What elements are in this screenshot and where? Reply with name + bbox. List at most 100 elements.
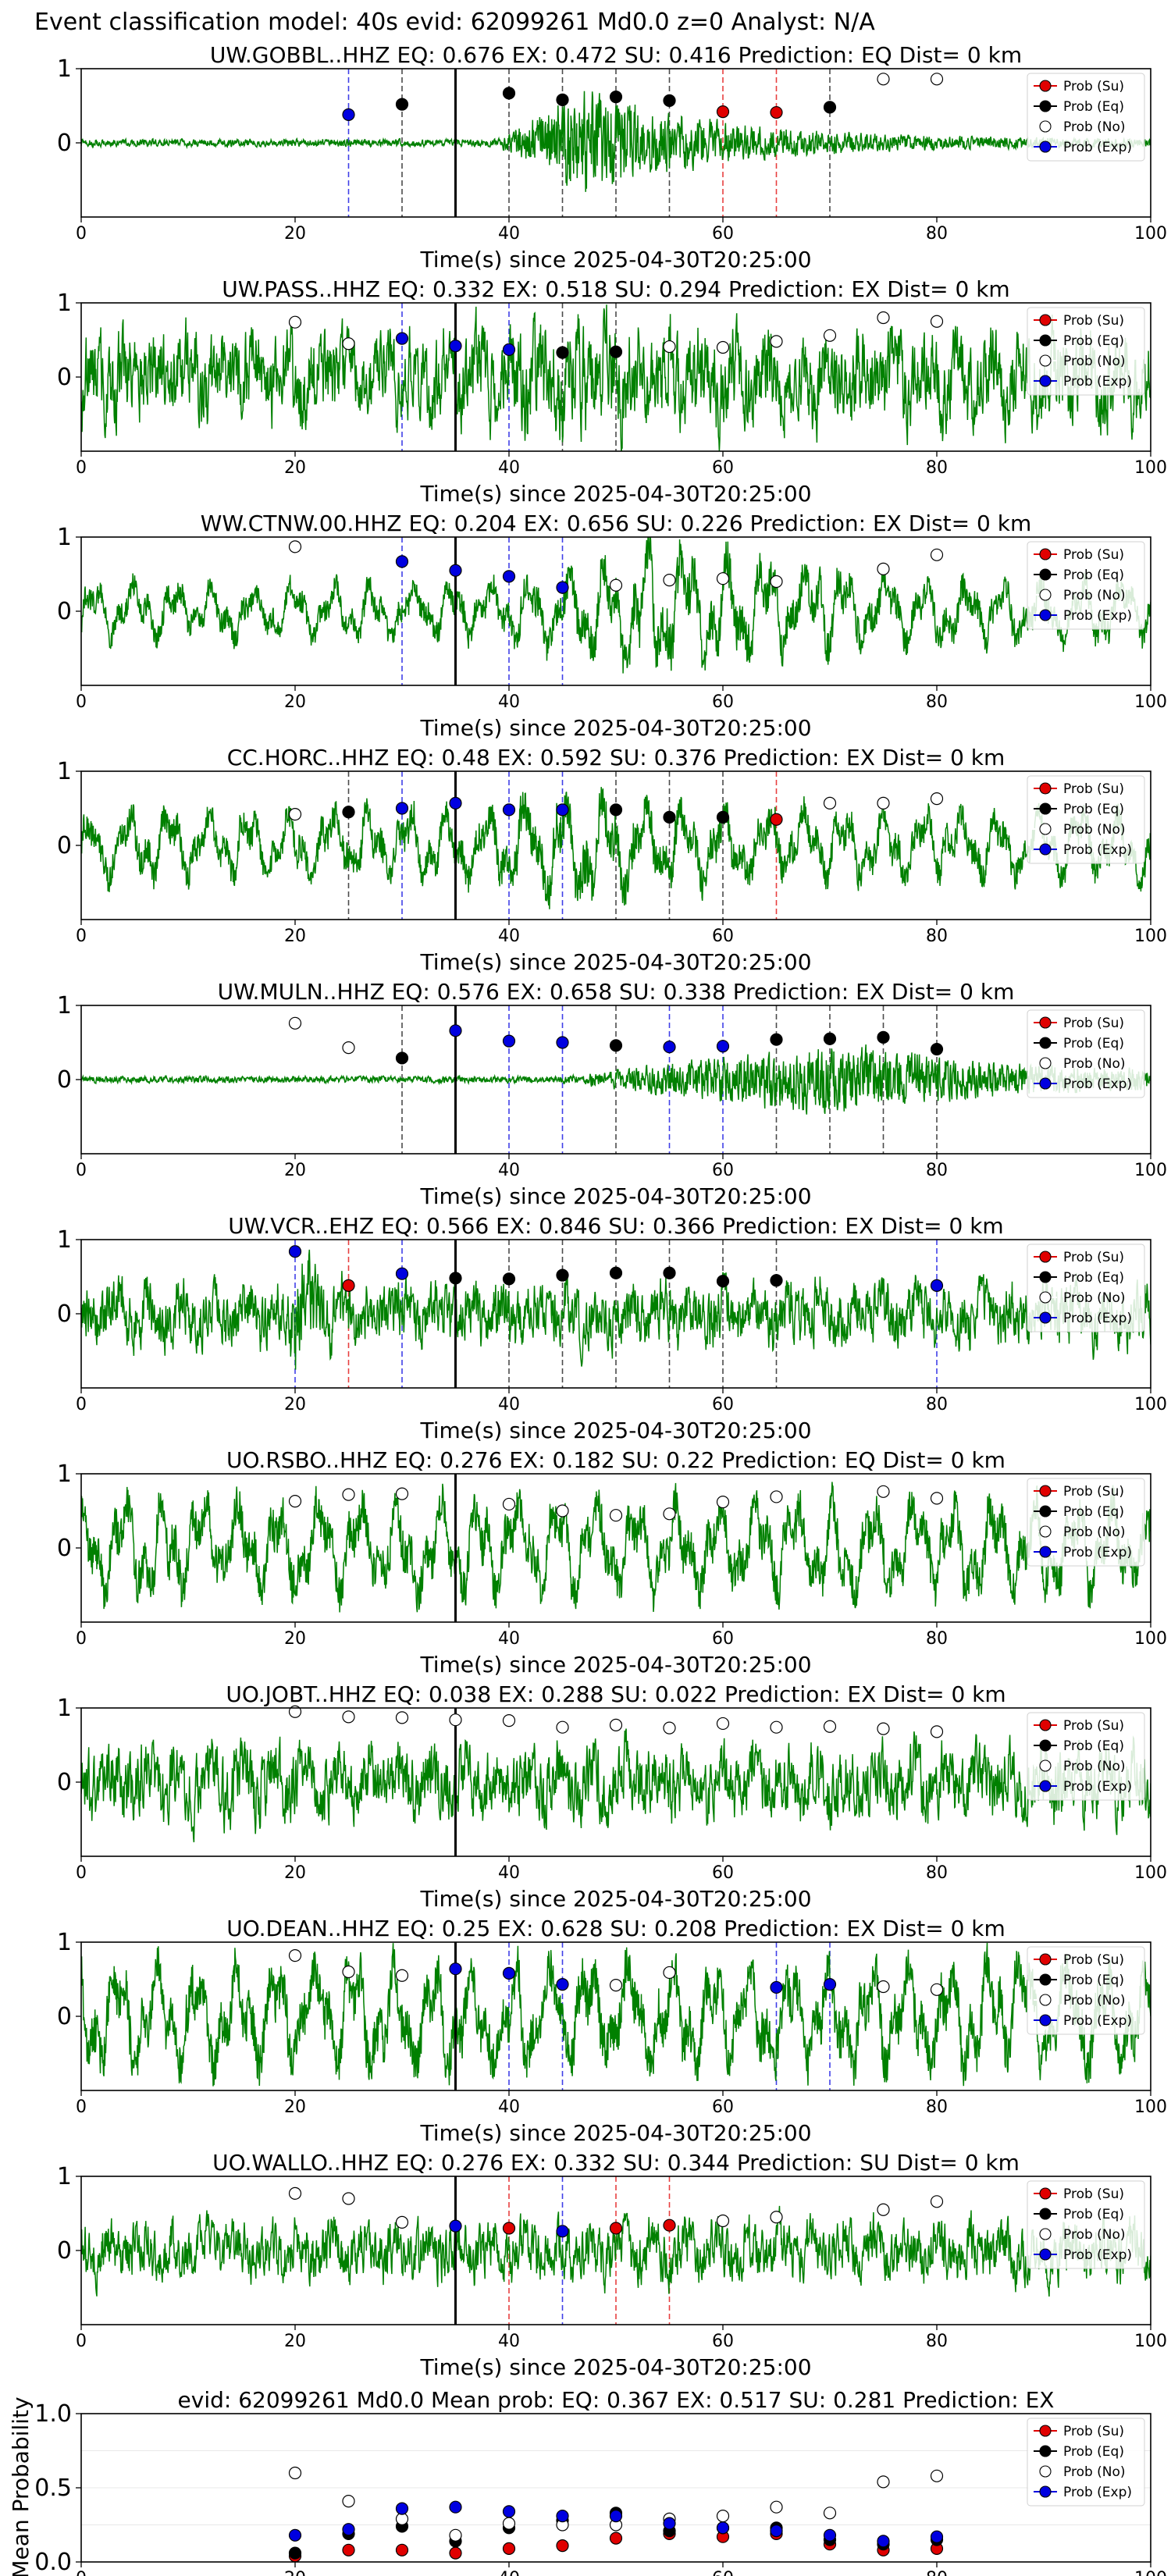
prob-marker <box>930 73 944 86</box>
legend-marker <box>1039 314 1052 326</box>
legend-label: Prob (Su) <box>1063 1016 1124 1031</box>
prob-marker <box>877 2535 890 2548</box>
prob-marker <box>823 1720 837 1733</box>
legend-box <box>1027 2180 1145 2269</box>
legend-label: Prob (Exp) <box>1063 1311 1132 1326</box>
x-axis-label: Time(s) since 2025-04-30T20:25:00 <box>419 1418 811 1443</box>
x-tick-label: 0 <box>76 1161 87 1180</box>
legend-marker <box>1039 1291 1052 1304</box>
legend-label: Prob (Eq) <box>1063 2207 1124 2222</box>
panel-title: UW.GOBBL..HHZ EQ: 0.676 EX: 0.472 SU: 0.… <box>210 42 1022 68</box>
legend: Prob (Su) Prob (Eq) Prob (No) Prob (Exp) <box>1027 1712 1145 1801</box>
legend-label: Prob (Eq) <box>1063 99 1124 115</box>
panel-title: UO.DEAN..HHZ EQ: 0.25 EX: 0.628 SU: 0.20… <box>226 1916 1005 1941</box>
legend-marker <box>1039 1485 1052 1497</box>
prob-marker <box>502 1497 516 1511</box>
x-tick-label: 60 <box>712 1395 734 1414</box>
legend-marker <box>1039 548 1052 560</box>
prob-marker <box>663 1966 676 1980</box>
panel-title: UO.JOBT..HHZ EQ: 0.038 EX: 0.288 SU: 0.0… <box>226 1681 1005 1707</box>
x-tick-label: 60 <box>712 2097 734 2117</box>
x-tick-label: 40 <box>498 927 520 946</box>
x-tick-label: 40 <box>498 692 520 712</box>
legend-marker <box>1039 1739 1052 1752</box>
prob-marker <box>288 1245 302 1258</box>
legend-marker <box>1039 802 1052 815</box>
prob-marker <box>823 2507 837 2520</box>
prob-marker <box>770 1274 783 1287</box>
legend-label: Prob (Exp) <box>1063 1779 1132 1795</box>
prob-marker <box>823 2528 837 2542</box>
prob-marker <box>288 807 302 821</box>
y-tick-label: 1 <box>57 2163 72 2190</box>
x-tick-label: 0 <box>76 2569 87 2576</box>
prob-marker <box>663 340 676 354</box>
prob-marker <box>716 810 730 824</box>
prob-marker <box>716 2510 730 2523</box>
x-tick-label: 20 <box>284 1629 306 1649</box>
legend-marker <box>1039 1973 1052 1986</box>
prob-marker <box>342 2192 355 2205</box>
prob-marker <box>449 564 462 577</box>
legend-label: Prob (No) <box>1063 588 1126 603</box>
panel-title: evid: 62099261 Md0.0 Mean prob: EQ: 0.36… <box>178 2387 1055 2413</box>
prob-marker <box>770 1490 783 1503</box>
prob-marker <box>716 2521 730 2535</box>
x-tick-label: 40 <box>498 2097 520 2117</box>
x-axis-label: Time(s) since 2025-04-30T20:25:00 <box>419 481 811 507</box>
prob-marker <box>609 1039 623 1052</box>
prob-marker <box>609 345 623 358</box>
x-tick-label: 100 <box>1134 458 1167 478</box>
legend-label: Prob (Eq) <box>1063 568 1124 583</box>
legend-marker <box>1039 334 1052 347</box>
figure-title: Event classification model: 40s evid: 62… <box>34 9 875 36</box>
prob-marker <box>609 578 623 592</box>
prob-marker <box>930 2530 944 2543</box>
legend-label: Prob (Exp) <box>1063 842 1132 858</box>
prob-marker <box>395 2215 409 2229</box>
legend-marker <box>1039 2208 1052 2220</box>
prob-marker <box>930 2195 944 2208</box>
legend-label: Prob (Su) <box>1063 313 1124 329</box>
legend-label: Prob (Exp) <box>1063 608 1132 624</box>
waveform-trace <box>81 787 1151 909</box>
legend-label: Prob (Eq) <box>1063 333 1124 349</box>
prob-marker <box>770 335 783 348</box>
prob-marker <box>502 2517 516 2530</box>
prob-marker <box>930 1042 944 1056</box>
legend-marker <box>1039 80 1052 92</box>
legend-label: Prob (Eq) <box>1063 1738 1124 1754</box>
legend-marker <box>1039 1037 1052 1049</box>
legend-label: Prob (Su) <box>1063 79 1124 94</box>
panel-10: UO.WALLO..HHZ EQ: 0.276 EX: 0.332 SU: 0.… <box>57 2150 1167 2380</box>
waveform-trace <box>81 304 1151 451</box>
x-axis-label: Time(s) since 2025-04-30T20:25:00 <box>419 715 811 741</box>
y-tick-label: 0 <box>57 130 72 157</box>
x-tick-label: 100 <box>1134 1161 1167 1180</box>
x-tick-label: 100 <box>1134 1863 1167 1883</box>
legend-label: Prob (No) <box>1063 2464 1126 2480</box>
x-tick-label: 100 <box>1134 2569 1167 2576</box>
waveform-trace <box>81 1728 1151 1843</box>
prob-marker <box>823 796 837 809</box>
y-tick-label: 1 <box>57 1929 72 1956</box>
x-tick-label: 0 <box>76 1629 87 1649</box>
prob-marker <box>663 2517 676 2530</box>
x-tick-label: 80 <box>926 1161 948 1180</box>
prob-marker <box>877 2203 890 2216</box>
legend-marker <box>1039 1311 1052 1324</box>
y-tick-label: 0 <box>57 1769 72 1796</box>
prob-marker <box>288 2528 302 2542</box>
x-tick-label: 80 <box>926 458 948 478</box>
x-tick-label: 40 <box>498 224 520 244</box>
legend-box <box>1027 541 1145 630</box>
x-tick-label: 40 <box>498 2569 520 2576</box>
prob-marker <box>502 1714 516 1727</box>
prob-marker <box>502 803 516 817</box>
y-tick-label: 1 <box>57 758 72 785</box>
prob-marker <box>342 1041 355 1055</box>
panel-title: CC.HORC..HHZ EQ: 0.48 EX: 0.592 SU: 0.37… <box>227 745 1005 770</box>
panel-title: WW.CTNW.00.HHZ EQ: 0.204 EX: 0.656 SU: 0… <box>201 511 1031 536</box>
legend-marker <box>1039 823 1052 835</box>
prob-marker <box>663 1507 676 1521</box>
